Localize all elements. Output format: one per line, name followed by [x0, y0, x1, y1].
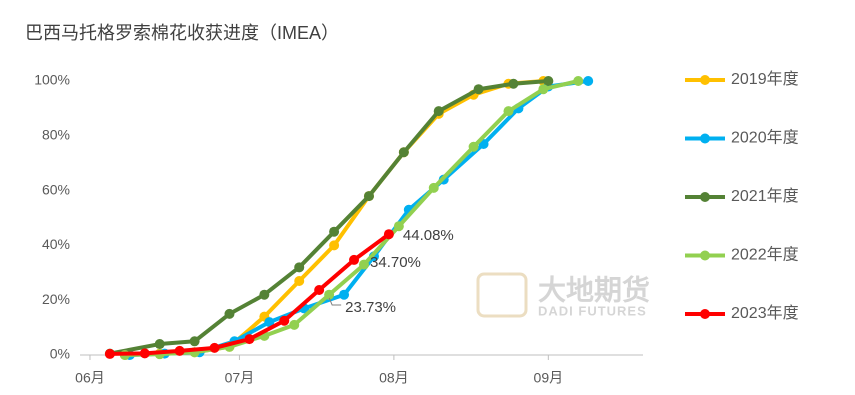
data-label: 44.08%: [403, 227, 454, 244]
data-point: [139, 348, 150, 359]
x-tick-label: 09月: [534, 370, 564, 386]
data-point: [543, 76, 554, 86]
data-point: [363, 191, 374, 202]
y-tick-label: 60%: [42, 181, 70, 197]
legend-marker: [700, 133, 710, 144]
watermark-sub: DADI FUTURES: [538, 303, 647, 318]
legend-label: 2020年度: [731, 129, 799, 147]
chart-title: 巴西马托格罗索棉花收获进度（IMEA）: [25, 23, 339, 43]
legend-marker: [700, 250, 710, 261]
data-point: [259, 289, 270, 300]
data-point: [433, 106, 444, 117]
watermark-name: 大地期货: [538, 273, 650, 305]
x-tick-label: 07月: [225, 370, 255, 386]
data-point: [224, 308, 235, 319]
y-tick-label: 0%: [50, 346, 70, 362]
data-point: [154, 339, 165, 350]
data-point: [473, 84, 484, 95]
data-label: 23.73%: [345, 299, 396, 316]
y-tick-label: 20%: [42, 291, 70, 307]
legend-marker: [700, 75, 710, 85]
data-point: [189, 336, 200, 347]
data-point: [104, 348, 115, 359]
data-point: [174, 345, 185, 356]
data-point: [294, 262, 305, 273]
data-point: [383, 229, 394, 240]
series-line: [124, 79, 579, 357]
data-point: [279, 315, 290, 326]
data-point: [244, 334, 255, 345]
y-tick-label: 80%: [42, 127, 70, 143]
legend-marker: [700, 309, 710, 319]
data-point: [289, 319, 300, 330]
data-point: [209, 342, 220, 353]
data-point: [573, 76, 584, 86]
data-point: [324, 289, 335, 300]
data-point: [349, 254, 360, 265]
data-point: [339, 289, 350, 300]
data-point: [508, 78, 519, 89]
data-point: [428, 182, 439, 193]
data-point: [398, 147, 409, 158]
y-tick-label: 100%: [34, 72, 70, 88]
data-point: [358, 259, 369, 270]
legend-label: 2021年度: [731, 187, 799, 205]
data-point: [503, 106, 514, 117]
x-tick-label: 08月: [379, 370, 409, 386]
data-label: 34.70%: [370, 254, 421, 271]
legend-label: 2023年度: [731, 304, 799, 322]
y-tick-label: 40%: [42, 236, 70, 252]
data-point: [468, 141, 479, 152]
watermark: 大地期货 DADI FUTURES: [476, 272, 650, 318]
series-line: [109, 79, 549, 356]
x-tick-label: 06月: [75, 370, 105, 386]
data-point: [314, 284, 325, 295]
data-point: [583, 76, 594, 86]
legend-marker: [700, 192, 710, 202]
data-point: [329, 240, 340, 251]
data-point: [393, 221, 404, 232]
legend-label: 2019年度: [731, 70, 799, 88]
watermark-logo: [476, 272, 528, 318]
legend-label: 2022年度: [731, 246, 799, 264]
data-point: [329, 226, 340, 237]
data-point: [264, 317, 275, 328]
data-point: [294, 276, 305, 287]
label-leader: [328, 297, 342, 306]
data-point: [538, 84, 549, 95]
